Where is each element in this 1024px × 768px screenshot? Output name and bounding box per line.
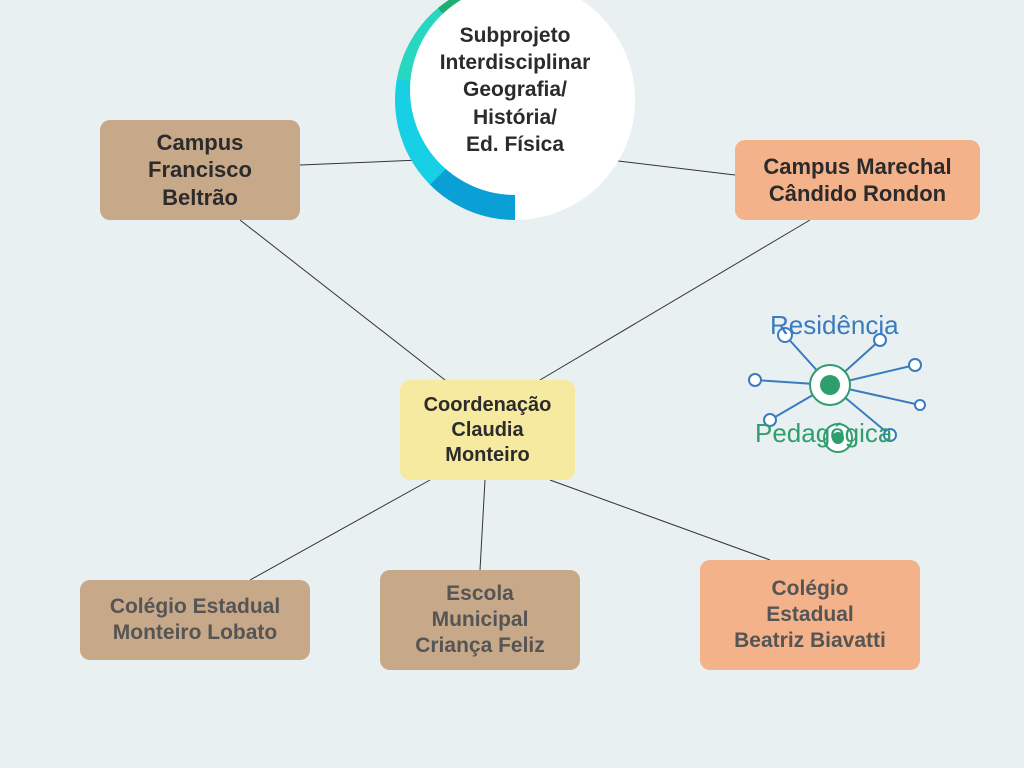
node-campus_fb: CampusFranciscoBeltrão — [100, 120, 300, 220]
node-col_ml: Colégio EstadualMonteiro Lobato — [80, 580, 310, 660]
node-col_bb: ColégioEstadualBeatriz Biavatti — [700, 560, 920, 670]
residencia-pedagogica-logo: Residência Pedagógica — [730, 310, 950, 460]
node-campus_mcr: Campus MarechalCândido Rondon — [735, 140, 980, 220]
logo-text-top: Residência — [770, 310, 899, 341]
node-esc_cf: EscolaMunicipalCriança Feliz — [380, 570, 580, 670]
node-coord: CoordenaçãoClaudiaMonteiro — [400, 380, 575, 480]
logo-text-bottom: Pedagógica — [755, 418, 892, 449]
title-node: SubprojetoInterdisciplinarGeografia/Hist… — [395, 0, 635, 220]
